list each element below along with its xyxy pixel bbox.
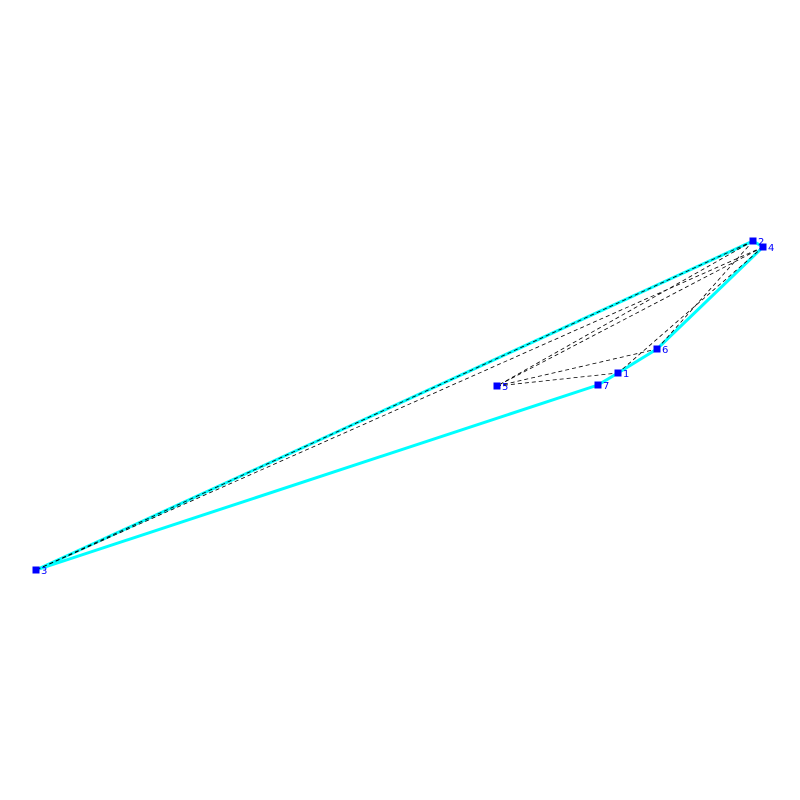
hull-edge-1-6 [617, 347, 658, 375]
node-marker [32, 566, 40, 574]
node-marker [493, 382, 501, 390]
node-7: 7 [594, 381, 609, 392]
nodes: 1 2 3 4 5 6 7 [32, 237, 774, 577]
node-1: 1 [614, 369, 629, 380]
dashed-edge-5-6 [496, 348, 658, 387]
node-label: 5 [502, 382, 508, 393]
dashed-edges [35, 240, 764, 571]
dashed-edge-4-5 [496, 246, 764, 387]
node-marker [614, 369, 622, 377]
dashed-edge-2-3 [35, 240, 754, 571]
dashed-edge-5-1 [496, 372, 619, 387]
node-marker [759, 243, 767, 251]
node-marker [749, 237, 757, 245]
node-label: 3 [41, 566, 47, 577]
node-marker [594, 381, 602, 389]
dashed-edge-2-5 [496, 240, 754, 387]
node-label: 6 [662, 345, 668, 356]
node-6: 6 [653, 345, 668, 356]
dashed-edge-2-6 [656, 240, 754, 350]
node-label: 1 [623, 369, 629, 380]
node-marker [653, 345, 661, 353]
node-label: 2 [758, 237, 764, 248]
hull-edge-3-7 [35, 383, 599, 572]
hull-edge-6-4 [655, 245, 765, 351]
node-5: 5 [493, 382, 508, 393]
node-3: 3 [32, 566, 47, 577]
node-4: 4 [759, 243, 774, 254]
node-label: 4 [768, 243, 774, 254]
node-label: 7 [603, 381, 609, 392]
node-2: 2 [749, 237, 764, 248]
